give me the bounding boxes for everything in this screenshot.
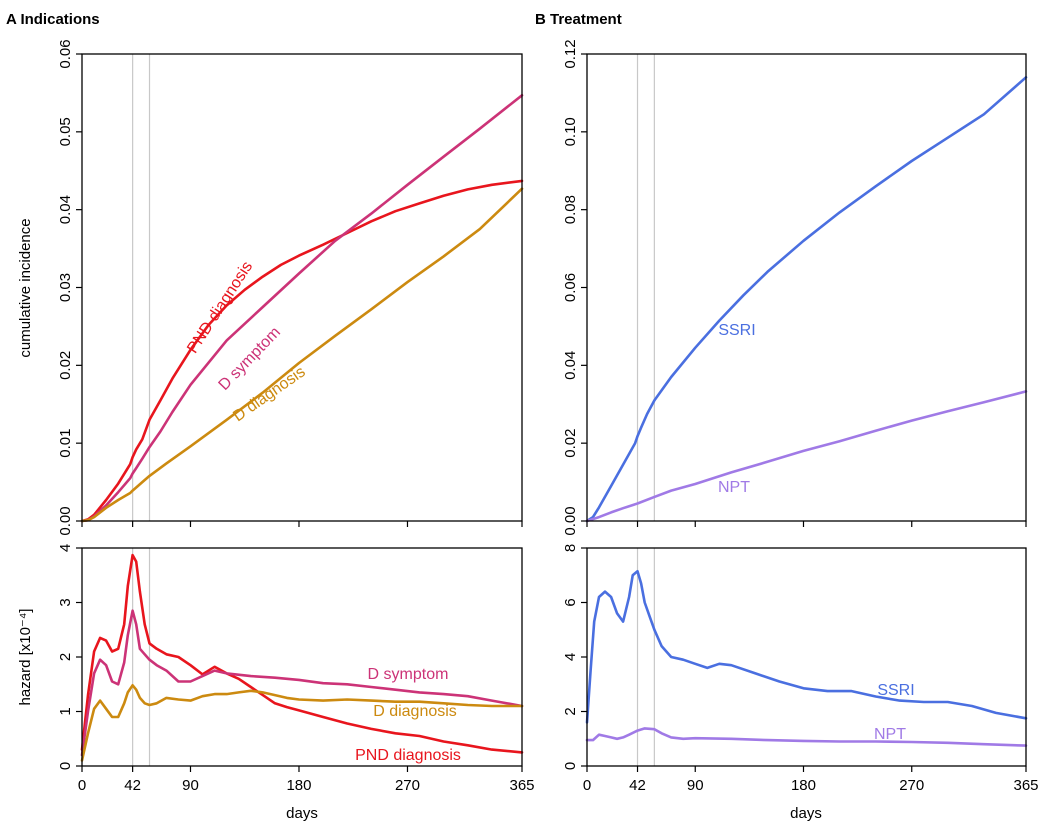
y-tick-label-b-top-0-00: 0.00 [562,506,579,535]
panel-b-top-plot: 0.00 0.02 0.04 0.06 0.08 0.10 0.12 SSRI NPT [562,39,1028,536]
panel-a-top-plot: 0.00 0.01 0.02 0.03 0.04 0.05 0.06 PND diagnosi… [57,39,524,536]
panel-a-bottom-plot: 0 42 90 180 270 365 0 1 2 3 4 D symptom D diagnosis P… [57,544,535,794]
y-tick-label-a-bottom-2: 2 [57,653,74,661]
series-label-b-top-npt: NPT [718,479,750,496]
y-tick-label-a-bottom-3: 3 [57,598,74,606]
series-label-a-bottom-pnd-diagnosis: PND diagnosis [355,747,461,764]
x-tick-label-a-bottom-180: 180 [286,777,311,794]
series-line-a-bottom-d-symptom [80,609,524,757]
x-tick-label-b-bottom-270: 270 [899,777,924,794]
x-tick-label-b-bottom-0: 0 [583,777,591,794]
y-tick-label-b-top-0-10: 0.10 [562,117,579,146]
y-tick-label-a-bottom-0: 0 [57,762,74,770]
series-label-b-bottom-ssri: SSRI [877,682,914,699]
series-line-a-top-d-diagnosis [80,187,524,523]
series-line-b-top-ssri [585,76,1028,523]
series-line-a-bottom-d-diagnosis [80,684,524,762]
y-tick-label-b-bottom-4: 4 [562,653,579,661]
series-label-a-top-pnd-diagnosis: PND diagnosis [184,259,256,357]
y-tick-label-b-top-0-08: 0.08 [562,195,579,224]
x-tick-label-b-bottom-42: 42 [629,777,646,794]
y-tick-label-b-bottom-0: 0 [562,762,579,770]
series-label-a-bottom-d-symptom: D symptom [368,666,449,683]
y-tick-label-b-bottom-8: 8 [562,544,579,552]
series-label-b-top-ssri: SSRI [718,322,755,339]
y-tick-label-a-top-0-00: 0.00 [57,506,74,535]
series-line-a-top-d-symptom [80,94,524,523]
series-line-b-bottom-ssri [585,569,1028,724]
y-tick-label-a-top-0-03: 0.03 [57,273,74,302]
xlabel-days-b: days [790,805,822,822]
ylabel-hazard: hazard [x10⁻⁴] [17,609,34,706]
x-tick-label-a-bottom-90: 90 [182,777,199,794]
xlabel-days-a: days [286,805,318,822]
panel-a-title: A Indications [6,11,100,28]
series-line-a-top-pnd-diagnosis [80,179,524,523]
x-tick-label-a-bottom-270: 270 [395,777,420,794]
x-tick-label-a-bottom-0: 0 [78,777,86,794]
panel-b-bottom-plot: 0 42 90 180 270 365 0 2 4 6 8 SSRI NPT [562,544,1039,794]
y-tick-label-a-top-0-06: 0.06 [57,39,74,68]
series-line-a-bottom-pnd-diagnosis [80,553,524,754]
x-tick-label-b-bottom-90: 90 [687,777,704,794]
y-tick-label-a-top-0-04: 0.04 [57,195,74,224]
y-tick-label-b-top-0-12: 0.12 [562,39,579,68]
ylabel-cumulative-incidence: cumulative incidence [17,218,34,357]
y-tick-label-b-top-0-04: 0.04 [562,351,579,380]
y-tick-label-b-top-0-06: 0.06 [562,273,579,302]
panel-b-title: B Treatment [535,11,622,28]
x-tick-label-a-bottom-365: 365 [509,777,534,794]
y-tick-label-a-top-0-01: 0.01 [57,429,74,458]
series-label-b-bottom-npt: NPT [874,726,906,743]
x-tick-label-a-bottom-42: 42 [124,777,141,794]
y-tick-label-a-bottom-4: 4 [57,544,74,552]
y-tick-label-b-top-0-02: 0.02 [562,429,579,458]
x-tick-label-b-bottom-365: 365 [1013,777,1038,794]
series-label-a-bottom-d-diagnosis: D diagnosis [373,703,457,720]
x-tick-label-b-bottom-180: 180 [791,777,816,794]
y-tick-label-a-top-0-02: 0.02 [57,351,74,380]
plot-frame-b-bottom [586,547,1027,767]
y-tick-label-a-top-0-05: 0.05 [57,117,74,146]
y-tick-label-a-bottom-1: 1 [57,707,74,715]
y-tick-label-b-bottom-6: 6 [562,598,579,606]
y-tick-label-b-bottom-2: 2 [562,707,579,715]
series-line-b-top-npt [585,390,1028,523]
series-line-b-bottom-npt [585,727,1028,747]
